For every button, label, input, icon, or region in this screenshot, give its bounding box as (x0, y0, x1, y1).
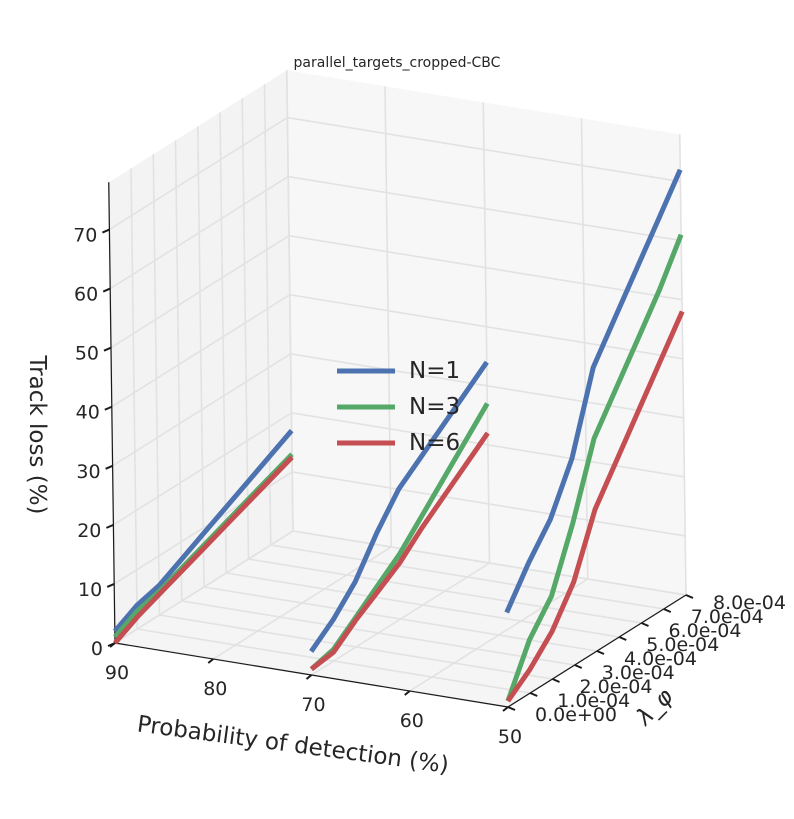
legend-label: N=3 (409, 394, 460, 420)
z-tick (104, 405, 113, 411)
y-tick (641, 622, 649, 627)
y-tick-label: 6.0e-04 (669, 620, 742, 642)
y-tick-label: 1.0e-04 (557, 690, 630, 712)
z-tick (107, 642, 116, 647)
grid-line-x-back (580, 118, 589, 580)
grid-line-y-floor (181, 600, 575, 666)
grid-line-x-back (678, 134, 687, 596)
x-tick (404, 690, 411, 696)
y-tick-label: 5.0e-04 (646, 634, 719, 656)
z-tick-label: 50 (75, 343, 99, 365)
grid-line-y-side (196, 126, 205, 588)
z-tick-label: 20 (77, 520, 101, 542)
z-tick-label: 30 (76, 461, 100, 483)
grid-line-z-back (288, 234, 683, 301)
y-tick-label: 2.0e-04 (580, 676, 653, 698)
x-tick-label: 80 (203, 678, 227, 700)
y-tick (552, 678, 560, 683)
grid-line-z-back (291, 412, 685, 478)
z-tick (102, 228, 110, 234)
y-tick (574, 664, 583, 669)
grid-line-z-side (111, 294, 291, 408)
x-tick (207, 658, 214, 664)
grid-line-z-back (288, 175, 682, 242)
z-tick-label: 10 (78, 579, 102, 601)
series-line-n1-pd70 (309, 360, 489, 653)
grid-line-x-back (482, 102, 491, 564)
y-tick (529, 692, 538, 697)
series-line-n3-pd50 (505, 233, 684, 702)
y-tick-label: 4.0e-04 (624, 648, 697, 670)
series-group (112, 168, 685, 703)
grid-line-y-side (130, 168, 139, 630)
z-axis-line (108, 182, 116, 644)
y-tick-label: 0.0e+00 (535, 704, 617, 726)
z-axis-label: Track loss (%) (24, 354, 50, 514)
grid-line-z-side (112, 353, 292, 467)
z-tick-label: 60 (74, 284, 98, 306)
grid-line-z-back (287, 116, 681, 183)
x-tick-label: 70 (301, 694, 325, 716)
z-tick (106, 523, 114, 529)
legend-label: N=1 (409, 358, 460, 384)
grid-line-z-back (289, 293, 683, 360)
series-line-n6-pd70 (309, 431, 490, 672)
z-tick (102, 287, 111, 293)
y-tick (663, 608, 672, 613)
y-tick (618, 636, 627, 641)
x-tick-label: 60 (400, 710, 424, 732)
x-tick (305, 674, 313, 680)
legend: N=1 N=3 N=6 (337, 358, 460, 456)
grid-line-x-back (384, 86, 393, 548)
y-tick-label: 7.0e-04 (691, 606, 764, 628)
grid-line-y-side (152, 154, 161, 616)
y-tick-label: 3.0e-04 (602, 662, 675, 684)
grid-line-z-back (292, 530, 687, 596)
y-tick (685, 594, 694, 599)
z-tick-label: 70 (73, 225, 97, 247)
grid-line-y-side (174, 140, 183, 602)
z-tick (106, 583, 115, 588)
series-line-n1-pd50 (504, 168, 683, 614)
grid-line-z-back (290, 353, 684, 419)
grid-line-z-side (112, 412, 292, 526)
pane-group (108, 70, 686, 707)
x-tick-label: 50 (498, 726, 522, 748)
x-tick-label: 90 (105, 662, 129, 684)
y-tick (507, 706, 516, 711)
grid-line-y-side (263, 84, 272, 546)
grid-line-z-side (108, 116, 288, 231)
chart-title: parallel_targets_cropped-CBC (294, 55, 501, 71)
grid-line-z-back (292, 471, 686, 537)
grid-line-y-floor (159, 614, 553, 680)
series-line-n6-pd50 (505, 310, 685, 703)
z-tick (103, 346, 112, 352)
grid-line-y-floor (248, 558, 642, 624)
z-tick-label: 0 (91, 638, 103, 660)
grid-line-z-side (109, 175, 289, 290)
grid-line-z-side (114, 530, 294, 644)
z-tick-label: 40 (76, 402, 100, 424)
grid-line-y-side (219, 112, 228, 574)
y-tick (596, 650, 605, 655)
tick-label-group: 90 80 70 60 50 0.0e+001.0e-042.0e-043.0e-044.… (73, 225, 786, 749)
legend-label: N=6 (409, 430, 460, 456)
grid-line-y-floor (270, 544, 664, 610)
grid-line-y-floor (137, 628, 531, 694)
x-tick (502, 706, 509, 712)
axis-group (102, 182, 694, 712)
series-line-n6-pd90 (113, 455, 294, 645)
series-line-n1-pd90 (112, 428, 294, 633)
z-tick (105, 464, 113, 470)
y-tick-label: 8.0e-04 (713, 592, 786, 614)
grid-line-z-side (110, 234, 290, 349)
